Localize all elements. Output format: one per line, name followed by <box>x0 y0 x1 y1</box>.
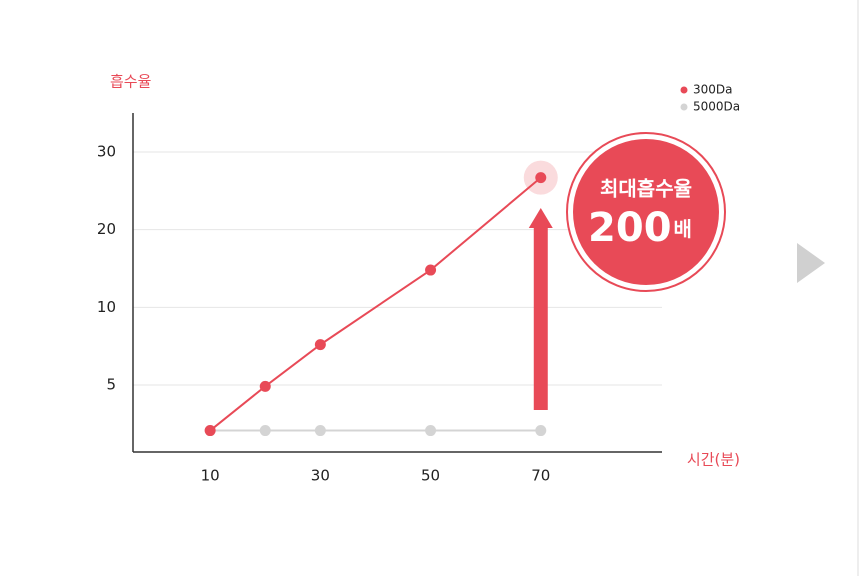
badge <box>573 139 719 285</box>
data-point <box>535 425 547 437</box>
next-button[interactable] <box>797 243 825 283</box>
y-tick-label: 5 <box>106 376 116 394</box>
x-tick-label: 70 <box>531 467 550 485</box>
badge-title: 최대흡수율 <box>600 177 692 201</box>
data-point <box>259 380 271 392</box>
y-tick-label: 10 <box>97 298 116 316</box>
legend-label: 5000Da <box>693 100 740 114</box>
data-point <box>259 425 271 437</box>
data-point <box>535 172 547 184</box>
y-tick-label: 30 <box>97 143 116 161</box>
legend-swatch <box>680 103 688 111</box>
badge-value: 200 배 <box>588 205 692 251</box>
y-axis-label: 흡수율 <box>110 73 151 91</box>
data-point <box>425 425 437 437</box>
rise-arrow <box>528 208 553 410</box>
badge-number: 200 <box>588 205 672 251</box>
data-point <box>314 425 326 437</box>
legend-label: 300Da <box>693 83 733 97</box>
x-axis-label: 시간(분) <box>687 451 740 469</box>
y-tick-label: 20 <box>97 220 116 238</box>
x-tick-label: 10 <box>201 467 220 485</box>
x-tick-label: 30 <box>311 467 330 485</box>
data-point <box>204 425 216 437</box>
plot: 5 10 20 30 10 30 50 70 300Da 5000Da 최대흡수율 200 배 <box>97 83 740 485</box>
badge-unit: 배 <box>674 217 692 241</box>
x-tick-label: 50 <box>421 467 440 485</box>
data-point <box>314 339 326 351</box>
legend-swatch <box>680 86 688 94</box>
data-point <box>425 264 437 276</box>
